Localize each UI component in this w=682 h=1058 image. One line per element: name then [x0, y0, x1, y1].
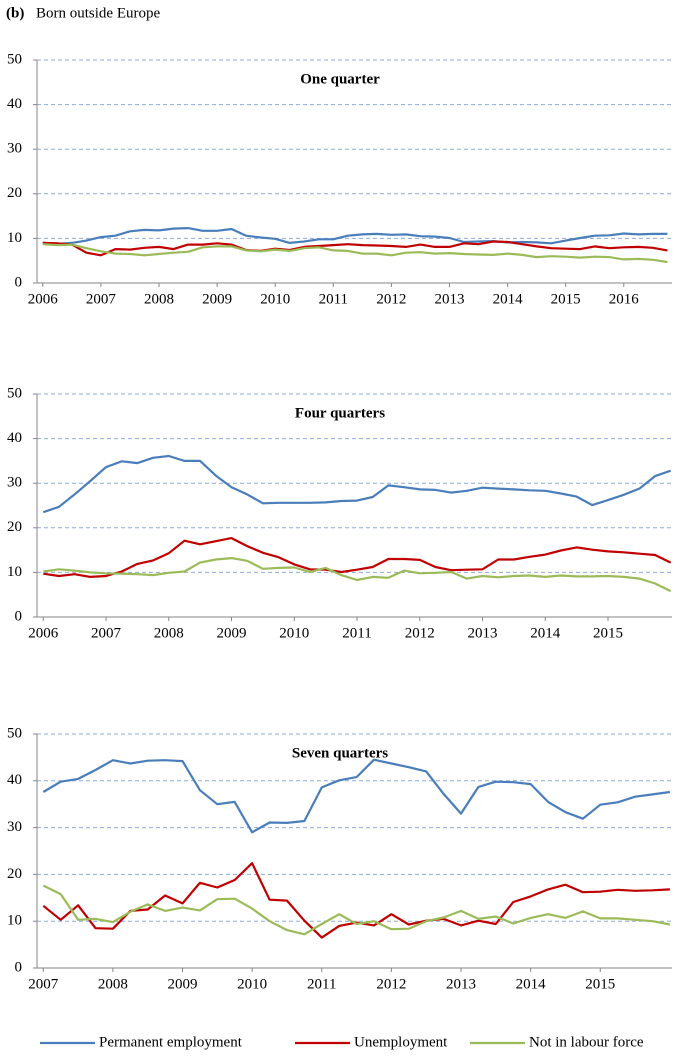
x-tick-label: 2011	[319, 291, 348, 307]
x-tick-label: 2011	[307, 976, 336, 992]
series-line	[43, 537, 672, 578]
y-tick-label: 40	[7, 430, 22, 446]
y-tick-label: 10	[7, 913, 22, 929]
x-tick-label: 2006	[28, 291, 59, 307]
series-line	[42, 243, 668, 264]
x-tick-label: 2013	[468, 625, 498, 641]
y-tick-label: 40	[7, 96, 22, 112]
y-tick-label: 50	[7, 725, 22, 741]
x-tick-label: 2013	[446, 976, 476, 992]
series-line	[42, 862, 670, 939]
x-tick-label: 2014	[493, 291, 524, 307]
y-tick-label: 0	[15, 608, 23, 624]
x-tick-label: 2012	[376, 291, 406, 307]
x-tick-label: 2010	[260, 291, 290, 307]
y-tick-label: 10	[7, 230, 22, 246]
y-tick-label: 50	[7, 51, 22, 67]
legend-label: Unemployment	[354, 1034, 448, 1050]
series-line	[42, 884, 671, 936]
series-line	[42, 454, 672, 514]
series-line	[43, 557, 672, 593]
x-tick-label: 2007	[91, 625, 122, 641]
x-tick-label: 2010	[237, 976, 267, 992]
y-tick-label: 20	[7, 866, 22, 882]
x-tick-label: 2007	[86, 291, 117, 307]
x-tick-label: 2008	[154, 625, 184, 641]
y-tick-label: 20	[7, 185, 22, 201]
figure-label: (b)	[6, 5, 24, 21]
x-tick-label: 2012	[376, 976, 406, 992]
x-tick-label: 2015	[551, 291, 581, 307]
panel-title: Seven quarters	[292, 745, 388, 761]
y-tick-label: 30	[7, 819, 22, 835]
x-tick-label: 2010	[279, 625, 309, 641]
y-tick-label: 40	[7, 772, 22, 788]
panel-title: Four quarters	[295, 405, 385, 421]
y-tick-label: 50	[7, 385, 22, 401]
y-tick-label: 20	[7, 519, 22, 535]
legend-label: Permanent employment	[99, 1034, 243, 1050]
x-tick-label: 2009	[168, 976, 198, 992]
x-tick-label: 2014	[530, 625, 561, 641]
x-tick-label: 2006	[28, 625, 59, 641]
x-tick-label: 2014	[516, 976, 547, 992]
figure-title: Born outside Europe	[36, 5, 160, 21]
series-line	[42, 240, 668, 257]
x-tick-label: 2016	[609, 291, 640, 307]
x-tick-label: 2008	[144, 291, 174, 307]
x-tick-label: 2012	[405, 625, 435, 641]
series-line	[42, 227, 668, 245]
panel-title: One quarter	[300, 71, 380, 87]
legend-label: Not in labour force	[529, 1034, 644, 1050]
x-tick-label: 2009	[217, 625, 247, 641]
x-tick-label: 2008	[98, 976, 128, 992]
x-tick-label: 2011	[342, 625, 371, 641]
x-tick-label: 2007	[28, 976, 59, 992]
y-tick-label: 30	[7, 475, 22, 491]
x-tick-label: 2013	[434, 291, 464, 307]
x-tick-label: 2015	[593, 625, 623, 641]
series-line	[42, 758, 671, 834]
y-tick-label: 10	[7, 564, 22, 580]
y-tick-label: 0	[15, 959, 23, 975]
x-tick-label: 2009	[202, 291, 232, 307]
y-tick-label: 0	[15, 274, 23, 290]
x-tick-label: 2015	[585, 976, 615, 992]
y-tick-label: 30	[7, 141, 22, 157]
